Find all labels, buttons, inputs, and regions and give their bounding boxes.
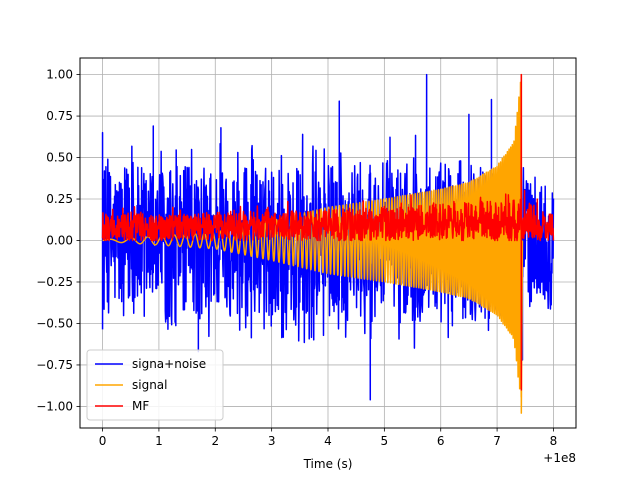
- x-axis-label: Time (s): [303, 457, 353, 471]
- legend-entry-0[interactable]: signa+noise: [132, 357, 206, 371]
- y-tick-label: 0.75: [46, 109, 73, 123]
- x-tick-label: 4: [324, 434, 332, 448]
- y-axis: −1.00 −0.75 −0.50 −0.25 0.00 0.25 0.50 0.75 1.00: [36, 68, 80, 413]
- y-tick-label: −0.75: [36, 358, 73, 372]
- x-axis: 0 1 2 3 4 5 6 7 8: [99, 428, 558, 448]
- y-tick-label: 0.25: [46, 192, 73, 206]
- x-tick-label: 7: [493, 434, 501, 448]
- y-tick-label: −1.00: [36, 399, 73, 413]
- legend-box: [86, 349, 224, 421]
- y-tick-label: 0.00: [46, 234, 73, 248]
- x-tick-label: 1: [155, 434, 163, 448]
- y-tick-label: −0.50: [36, 316, 73, 330]
- y-tick-label: −0.25: [36, 275, 73, 289]
- x-tick-label: 5: [381, 434, 389, 448]
- legend[interactable]: signa+noise signal MF: [86, 349, 224, 421]
- y-tick-label: 0.50: [46, 151, 73, 165]
- x-tick-label: 0: [99, 434, 107, 448]
- x-tick-label: 8: [550, 434, 558, 448]
- legend-entry-2[interactable]: MF: [132, 399, 149, 413]
- y-tick-label: 1.00: [46, 68, 73, 82]
- x-tick-label: 3: [268, 434, 276, 448]
- x-offset-label: +1e8: [543, 451, 576, 465]
- x-tick-label: 2: [211, 434, 219, 448]
- series-layer: [101, 73, 555, 414]
- legend-entry-1[interactable]: signal: [132, 378, 168, 392]
- series-line-2: [101, 73, 555, 391]
- x-tick-label: 6: [437, 434, 445, 448]
